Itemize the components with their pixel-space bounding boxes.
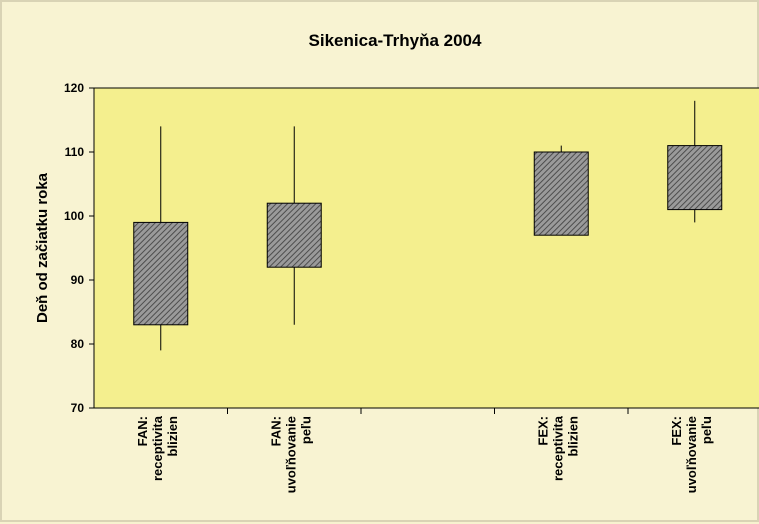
y-tick-label: 120 (64, 81, 84, 95)
x-category-label-line: receptivita (550, 415, 565, 481)
x-category-label: FEX:uvoľňovaniepeľu (669, 416, 714, 493)
y-tick-label: 70 (71, 401, 85, 415)
y-tick-label: 80 (71, 337, 85, 351)
x-category-label-line: FEX: (669, 416, 684, 446)
x-category-label-line: FAN: (135, 416, 150, 446)
x-category-label-line: blizien (565, 416, 580, 457)
chart-title: Sikenica-Trhyňa 2004 (309, 31, 482, 50)
y-tick-label: 100 (64, 209, 84, 223)
x-category-label-line: uvoľňovanie (684, 416, 699, 493)
x-category-label-line: FEX: (535, 416, 550, 446)
x-category-label-line: receptivita (150, 415, 165, 481)
x-category-label-line: peľu (298, 416, 313, 444)
box (133, 221, 189, 326)
y-tick-label: 110 (65, 145, 85, 159)
x-category-label-line: uvoľňovanie (283, 416, 298, 493)
box (533, 151, 589, 236)
y-tick-label: 90 (71, 273, 85, 287)
box (667, 145, 723, 211)
x-category-label-line: peľu (699, 416, 714, 444)
x-category-label: FAN:receptivitablizien (135, 415, 180, 481)
x-category-label: FAN:uvoľňovaniepeľu (268, 416, 313, 493)
x-category-label: FEX:receptivitablizien (535, 415, 580, 481)
x-category-label-line: blizien (165, 416, 180, 457)
y-axis-label: Deň od začiatku roka (34, 172, 51, 323)
box (266, 202, 322, 268)
plot-area (93, 87, 759, 409)
x-category-label-line: FAN: (268, 416, 283, 446)
